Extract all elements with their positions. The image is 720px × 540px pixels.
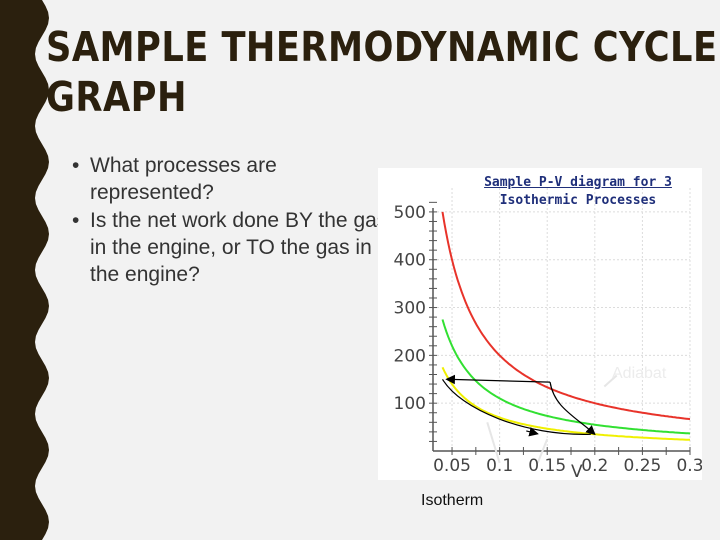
bullet-item: What processes are represented? — [70, 152, 390, 206]
slide-title-line-1: SAMPLE THERMODYNAMIC CYCLE — [46, 23, 718, 71]
y-tick-labels: 100 200 300 400 500 — [394, 203, 426, 414]
x-tick-label: 0.05 — [433, 456, 471, 476]
y-tick-label: 400 — [394, 251, 426, 271]
pv-diagram-canvas: 100 200 300 400 500 0.05 0.1 0.15 0.2 0.25 0.3 V — [394, 188, 702, 480]
bullet-item: Is the net work done BY the gas in the e… — [70, 207, 390, 288]
x-tick-label: 0.2 — [581, 456, 608, 476]
y-tick-label: 500 — [394, 203, 426, 223]
cycle-arrow-bottom — [526, 427, 539, 437]
axes — [429, 201, 691, 455]
grid-lines — [433, 188, 691, 451]
cycle-segment-bottom — [442, 378, 591, 435]
cycle-segment-right — [549, 382, 596, 436]
chart-subtitle: Isothermic Processes — [499, 193, 657, 208]
slide-title: SAMPLE THERMODYNAMIC CYCLE GRAPH — [46, 22, 718, 122]
y-tick-label: 200 — [394, 346, 426, 366]
y-tick-label: 100 — [394, 394, 426, 414]
adiabat-pointer — [603, 374, 618, 388]
x-tick-labels: 0.05 0.1 0.15 0.2 0.25 0.3 — [433, 456, 702, 476]
isotherm-label: Isotherm — [421, 492, 484, 509]
wavy-edge-decoration — [0, 0, 49, 540]
isotherm-pointer — [536, 438, 549, 464]
chart-title: Sample P-V diagram for 3 Isothermic Proc… — [458, 174, 698, 210]
series-line-3 — [441, 366, 690, 441]
y-tick-label: 300 — [394, 299, 426, 319]
wavy-edge-shape — [0, 0, 49, 540]
x-tick-label: 0.25 — [623, 456, 661, 476]
slide-title-line-2: GRAPH — [46, 73, 187, 121]
x-tick-label: 0.3 — [676, 456, 702, 476]
series-line-1 — [441, 211, 691, 421]
isotherm-pointer — [486, 422, 501, 464]
x-axis-label: V — [571, 462, 583, 480]
cycle-segment-top — [445, 374, 551, 385]
x-tick-label: 0.1 — [486, 456, 513, 476]
x-tick-label: 0.15 — [528, 456, 566, 476]
bullet-list: What processes are represented? Is the n… — [70, 152, 390, 289]
chart-title-line: Sample P-V diagram for 3 — [484, 175, 672, 190]
adiabat-label: Adiabat — [612, 365, 667, 382]
pv-diagram: 100 200 300 400 500 0.05 0.1 0.15 0.2 0.25 0.3 V … — [378, 168, 702, 480]
series-line-2 — [441, 319, 691, 435]
cycle-path — [442, 374, 596, 437]
label-pointers — [486, 374, 618, 464]
series-curves — [441, 211, 691, 441]
